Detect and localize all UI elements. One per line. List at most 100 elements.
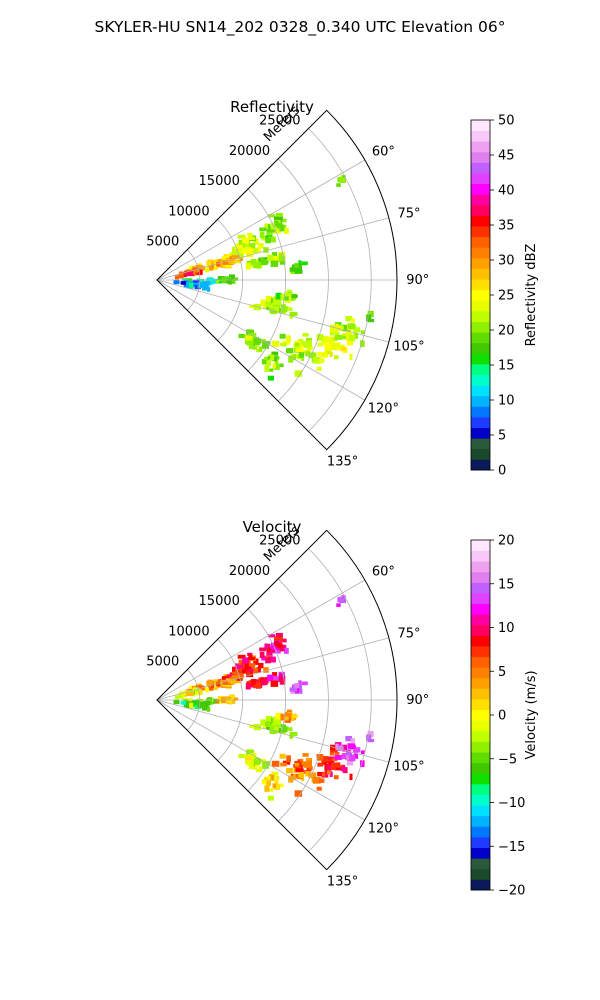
- radar-cell: [272, 227, 281, 234]
- radar-cell: [267, 795, 274, 801]
- azimuth-tick-label: 105°: [393, 760, 424, 775]
- range-tick-label: 5000: [146, 235, 179, 250]
- radar-cell: [206, 260, 212, 266]
- colorbar-segment: [471, 550, 490, 562]
- radar-cell: [256, 246, 261, 253]
- radar-cell: [253, 238, 259, 245]
- radar-cell: [185, 271, 194, 276]
- radar-cell: [273, 783, 280, 790]
- colorbar-segment: [471, 561, 490, 573]
- radar-cell: [276, 636, 283, 643]
- radar-cell: [202, 281, 211, 286]
- radar-cell: [339, 177, 346, 183]
- radar-cell: [286, 768, 294, 774]
- radar-cell: [185, 691, 194, 696]
- radar-cell: [274, 640, 279, 645]
- radar-cell: [261, 655, 266, 661]
- colorbar-segment: [471, 847, 490, 859]
- radar-cell: [318, 358, 325, 363]
- radar-cell: [233, 277, 239, 281]
- radar-cell: [244, 243, 249, 251]
- radar-cell: [321, 761, 328, 765]
- radar-cell: [263, 667, 269, 673]
- radar-cell: [259, 231, 265, 239]
- radar-cell: [278, 363, 284, 368]
- radar-cell: [316, 366, 322, 371]
- radar-cell: [288, 775, 294, 783]
- radar-cell: [367, 311, 373, 318]
- radar-cell: [283, 647, 289, 654]
- radar-cell: [270, 354, 275, 361]
- radar-cell: [266, 231, 273, 238]
- radar-cell: [282, 638, 287, 643]
- radar-cell: [280, 342, 287, 347]
- range-tick-label: 25000: [259, 114, 300, 129]
- radar-cell: [258, 662, 264, 669]
- colorbar-segment: [471, 741, 490, 753]
- radar-cell: [207, 707, 211, 712]
- azimuth-tick-label: 120°: [368, 821, 399, 836]
- radar-cell: [253, 758, 261, 765]
- colorbar-segment: [471, 204, 490, 216]
- colorbar-tick-label: 10: [498, 394, 515, 409]
- radar-cell: [305, 351, 311, 357]
- radar-cell: [222, 256, 228, 260]
- azimuth-gridline: [156, 699, 366, 821]
- radar-cell: [350, 318, 355, 323]
- radar-cell: [267, 355, 272, 360]
- colorbar-segment: [471, 635, 490, 647]
- radar-cell: [278, 676, 286, 682]
- velocity-colorbar-label: Velocity (m/s): [524, 670, 539, 759]
- colorbar-segment: [471, 459, 490, 471]
- radar-cell: [271, 642, 279, 647]
- azimuth-tick-label: 60°: [372, 565, 395, 580]
- radar-cell: [261, 359, 268, 365]
- radar-cell: [279, 333, 286, 339]
- colorbar-tick-label: 50: [498, 114, 515, 129]
- azimuth-gridline: [156, 699, 389, 763]
- radar-cell: [279, 261, 286, 265]
- radar-cell: [246, 261, 253, 265]
- radar-cell: [258, 346, 263, 352]
- range-tick-label: 25000: [259, 534, 300, 549]
- radar-cell: [249, 333, 257, 340]
- colorbar-segment: [471, 247, 490, 259]
- radar-cell: [367, 731, 373, 738]
- radar-cell: [275, 292, 282, 300]
- radar-cell: [294, 683, 299, 689]
- radar-cell: [272, 356, 277, 362]
- radar-cell: [349, 773, 353, 781]
- radar-cell: [245, 755, 253, 761]
- radar-cell: [336, 183, 341, 187]
- radar-cell: [275, 212, 283, 219]
- azimuth-gridline: [156, 279, 366, 401]
- radar-cell: [237, 234, 246, 239]
- radar-cell: [267, 375, 274, 381]
- radar-cell: [267, 368, 274, 372]
- radar-cell: [289, 731, 298, 736]
- range-tick-label: 15000: [199, 594, 240, 609]
- radar-cell: [268, 306, 277, 310]
- velocity-colorbar: −20 −15 −10 −5 0 5 10 15 20: [470, 534, 525, 899]
- radar-cell: [288, 307, 293, 311]
- radar-cell: [240, 242, 246, 248]
- radar-cell: [194, 689, 200, 693]
- radar-cell: [246, 341, 254, 346]
- radar-cell: [335, 766, 342, 771]
- radar-cell: [258, 242, 264, 249]
- radar-cell: [294, 370, 303, 377]
- radar-cell: [272, 298, 280, 306]
- radar-cell: [284, 716, 289, 721]
- radar-cell: [326, 770, 331, 775]
- radar-cell: [253, 682, 262, 689]
- colorbar-segment: [471, 353, 490, 365]
- radar-cell: [272, 363, 276, 369]
- radar-cell: [318, 778, 325, 783]
- radar-cell: [273, 363, 280, 370]
- colorbar-segment: [471, 236, 490, 248]
- radar-cell: [249, 304, 255, 309]
- radar-cell: [334, 755, 343, 760]
- velocity-cells: [173, 595, 375, 801]
- radar-cell: [301, 261, 308, 266]
- radar-cell: [305, 771, 311, 777]
